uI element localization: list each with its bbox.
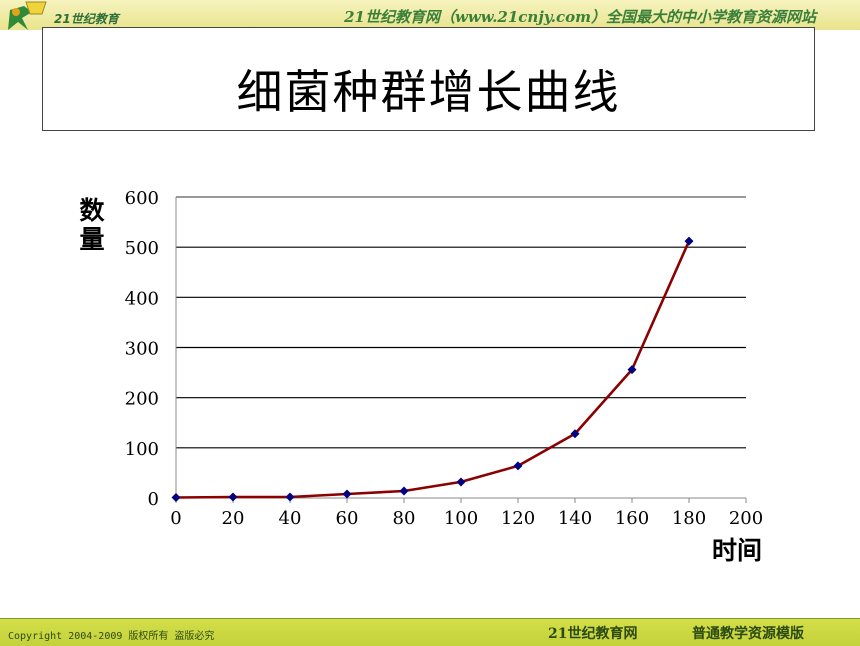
x-axis-label: 时间 bbox=[712, 536, 763, 565]
x-tick-label: 160 bbox=[615, 508, 649, 529]
data-point bbox=[285, 492, 295, 502]
data-point bbox=[627, 365, 637, 375]
site-logo: 21世纪教育 bbox=[2, 0, 142, 36]
data-point bbox=[228, 492, 238, 502]
y-tick-label: 400 bbox=[125, 288, 159, 309]
x-tick-label: 120 bbox=[501, 508, 535, 529]
x-tick-label: 20 bbox=[222, 508, 245, 529]
data-point bbox=[570, 429, 580, 439]
y-tick-label: 0 bbox=[148, 489, 159, 510]
x-tick-label: 60 bbox=[336, 508, 359, 529]
data-point bbox=[456, 477, 466, 487]
y-tick-label: 500 bbox=[125, 238, 159, 259]
x-tick-label: 40 bbox=[279, 508, 302, 529]
x-tick-label: 140 bbox=[558, 508, 592, 529]
logo-icon bbox=[8, 1, 47, 30]
x-tick-label: 0 bbox=[170, 508, 181, 529]
y-tick-label: 100 bbox=[125, 439, 159, 460]
y-tick-label: 200 bbox=[125, 389, 159, 410]
logo-text: 21世纪教育 bbox=[54, 12, 119, 26]
growth-chart: 0 100 200 300 400 500 600 0 20 40 60 80 100 120 140 160… bbox=[125, 188, 764, 529]
y-axis-label: 数量 bbox=[79, 196, 105, 254]
x-tick-label: 200 bbox=[729, 508, 763, 529]
footer-copyright: Copyright 2004-2009 版权所有 盗版必究 bbox=[8, 631, 215, 642]
footer-brand[interactable]: 21世纪教育网 bbox=[548, 626, 638, 642]
footer-template: 普通教学资源模版 bbox=[692, 626, 804, 642]
title-box: 细菌种群增长曲线 bbox=[42, 27, 815, 131]
data-point bbox=[513, 461, 523, 471]
y-tick-label: 600 bbox=[125, 188, 159, 209]
x-tick-label: 180 bbox=[672, 508, 706, 529]
data-point bbox=[171, 492, 181, 502]
header-slogan[interactable]: 21世纪教育网（www.21cnjy.com）全国最大的中小学教育资源网站 bbox=[344, 8, 816, 26]
x-tick-label: 80 bbox=[393, 508, 416, 529]
slide-title: 细菌种群增长曲线 bbox=[236, 65, 621, 119]
data-point bbox=[342, 489, 352, 499]
y-tick-label: 300 bbox=[125, 339, 159, 360]
data-point bbox=[399, 486, 409, 496]
x-tick-label: 100 bbox=[444, 508, 478, 529]
growth-curve bbox=[175, 240, 691, 499]
header-band: 21世纪教育 21世纪教育网（www.21cnjy.com）全国最大的中小学教育… bbox=[0, 0, 860, 30]
footer-band: Copyright 2004-2009 版权所有 盗版必究 21世纪教育网 普通… bbox=[0, 618, 860, 646]
data-point bbox=[684, 236, 694, 246]
